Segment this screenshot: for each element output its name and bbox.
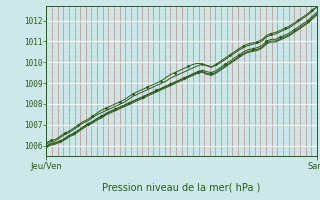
Text: Pression niveau de la mer( hPa ): Pression niveau de la mer( hPa ) — [102, 183, 261, 193]
